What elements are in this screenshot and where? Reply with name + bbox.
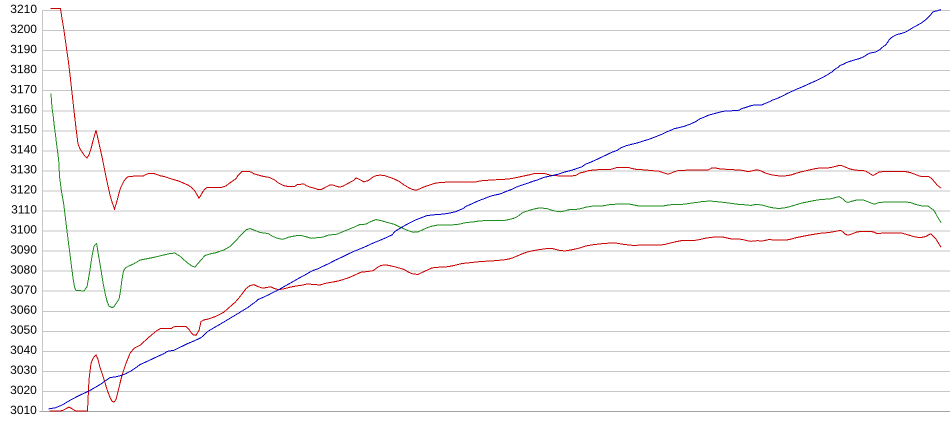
svg-text:3070: 3070 <box>10 283 37 297</box>
svg-text:3050: 3050 <box>10 323 37 337</box>
svg-text:3040: 3040 <box>10 343 37 357</box>
svg-text:3110: 3110 <box>11 203 37 217</box>
svg-text:3140: 3140 <box>10 142 37 156</box>
svg-text:3060: 3060 <box>10 303 37 317</box>
svg-text:3080: 3080 <box>10 263 37 277</box>
svg-text:3090: 3090 <box>10 243 37 257</box>
svg-text:3010: 3010 <box>10 403 37 417</box>
svg-text:3180: 3180 <box>10 62 37 76</box>
svg-text:3190: 3190 <box>10 42 37 56</box>
svg-text:3170: 3170 <box>10 82 37 96</box>
svg-text:3120: 3120 <box>10 182 37 196</box>
svg-text:3150: 3150 <box>10 122 37 136</box>
svg-text:3210: 3210 <box>10 2 37 16</box>
svg-text:3020: 3020 <box>10 383 37 397</box>
svg-text:3130: 3130 <box>10 162 37 176</box>
svg-text:3030: 3030 <box>10 363 37 377</box>
svg-text:3200: 3200 <box>10 22 37 36</box>
svg-text:3100: 3100 <box>10 223 37 237</box>
svg-text:3160: 3160 <box>10 102 37 116</box>
